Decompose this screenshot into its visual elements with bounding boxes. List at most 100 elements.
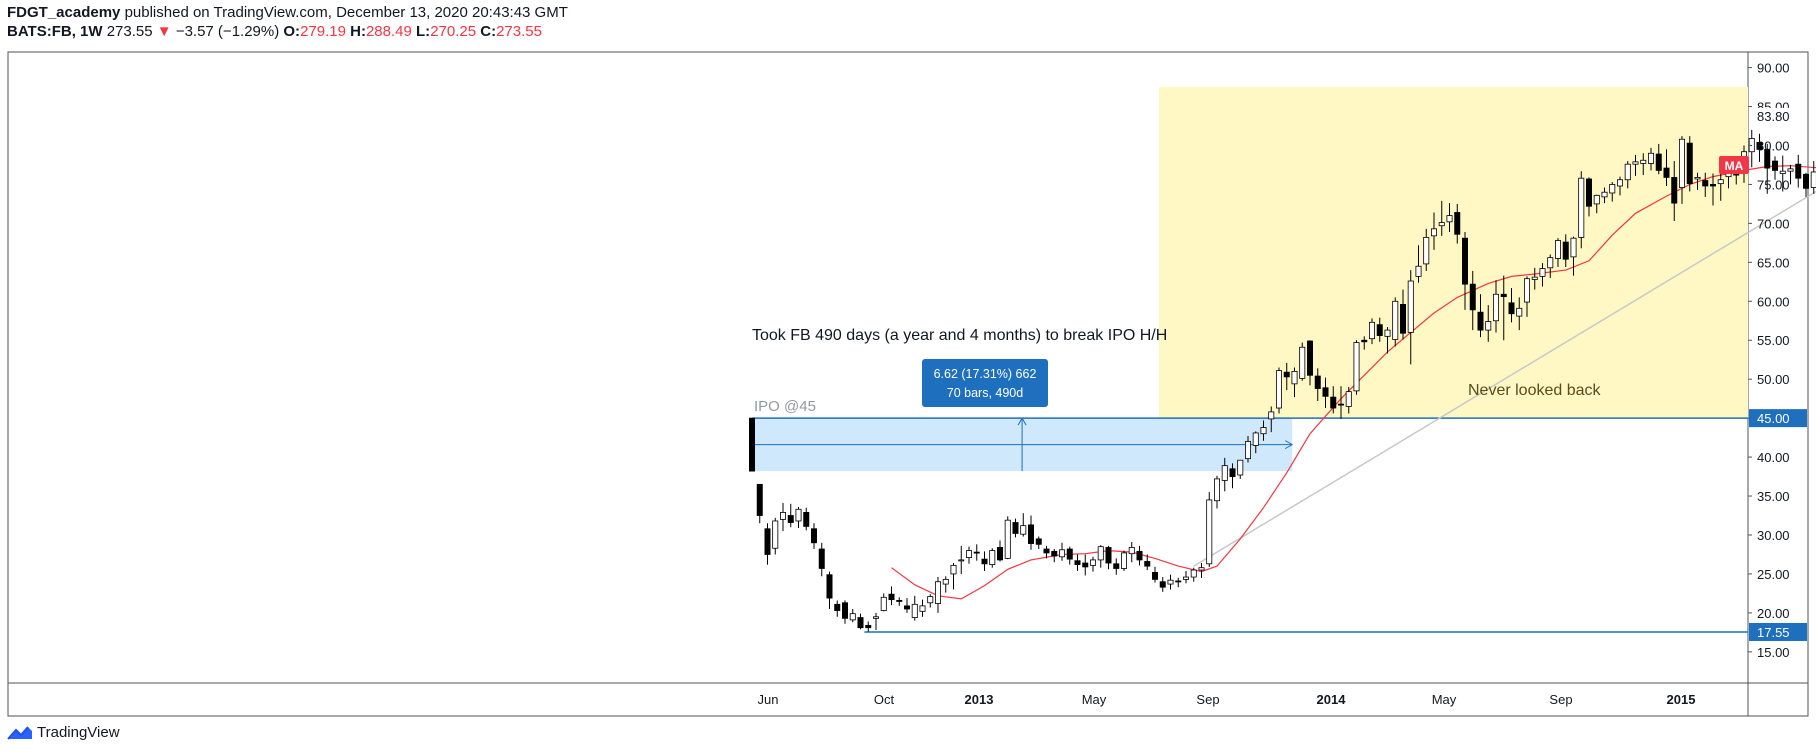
candle-up xyxy=(1167,579,1174,585)
high-label: H: xyxy=(350,23,366,40)
candle-up xyxy=(1423,237,1430,265)
candle-up xyxy=(1190,569,1197,578)
y-tick-label: 40.00 xyxy=(1757,450,1790,465)
measure-label-line2: 70 bars, 490d xyxy=(947,386,1023,400)
candle-up xyxy=(1121,552,1128,569)
down-arrow-icon: ▼ xyxy=(156,23,172,40)
arrow-right-icon xyxy=(1284,440,1294,450)
y-tick-label: 60.00 xyxy=(1757,294,1790,309)
candle-up xyxy=(1415,265,1422,277)
candle-down xyxy=(764,528,771,555)
x-tick-label: Sep xyxy=(1196,692,1219,707)
close-value: 273.55 xyxy=(496,23,542,40)
symbol-legend: BATS:FB, 1W 273.55 ▼ −3.57 (−1.29%) O:27… xyxy=(7,23,542,41)
candle-up xyxy=(1384,329,1391,337)
candle-up xyxy=(1624,163,1631,181)
candle-up xyxy=(942,578,949,585)
annotation-ipo: IPO @45 xyxy=(754,398,816,415)
price-label-bg xyxy=(1749,622,1807,641)
candle-down xyxy=(1330,396,1337,409)
candle-up xyxy=(795,508,802,522)
candle-up xyxy=(1198,567,1205,571)
x-tick-label: Jun xyxy=(758,692,779,707)
candle-down xyxy=(865,624,872,629)
candle-up xyxy=(1717,179,1724,185)
candle-down xyxy=(1035,538,1042,545)
y-tick-label: 80.00 xyxy=(1757,138,1790,153)
candle-up xyxy=(1493,293,1500,322)
candle-up xyxy=(1632,161,1639,165)
candle-down xyxy=(857,617,864,629)
candle-down xyxy=(811,528,818,544)
candle-down xyxy=(1175,580,1182,583)
candle-up xyxy=(1648,152,1655,164)
candle-down xyxy=(1082,562,1089,568)
tradingview-brand[interactable]: TradingView xyxy=(7,724,120,741)
candle-down xyxy=(1338,403,1345,406)
candle-up xyxy=(1299,346,1306,379)
author-name[interactable]: FDGT_academy xyxy=(7,4,121,21)
candle-down xyxy=(1686,142,1693,185)
x-tick-label: 2015 xyxy=(1667,692,1696,707)
candle-up xyxy=(1090,559,1097,566)
candle-down xyxy=(973,551,980,554)
candle-down xyxy=(749,417,756,472)
candle-up xyxy=(1810,171,1816,188)
candle-up xyxy=(1679,138,1686,188)
candle-up xyxy=(873,616,880,619)
candle-up xyxy=(1206,499,1213,565)
candle-up xyxy=(966,550,973,558)
high-value: 288.49 xyxy=(365,23,412,40)
candle-up xyxy=(1787,168,1794,172)
x-tick-label: Oct xyxy=(874,692,895,707)
candle-up xyxy=(1276,370,1283,409)
candle-up xyxy=(927,596,934,604)
candle-down xyxy=(904,605,911,610)
candle-up xyxy=(1609,184,1616,194)
x-tick-label: May xyxy=(1432,692,1457,707)
candle-up xyxy=(1593,194,1600,205)
candle-up xyxy=(1617,179,1624,187)
candle-down xyxy=(1663,167,1670,178)
price-label: 83.80 xyxy=(1757,109,1790,124)
ma-badge xyxy=(1719,155,1749,174)
candle-up xyxy=(1485,321,1492,331)
low-value: 270.25 xyxy=(430,23,477,40)
price-label: 17.55 xyxy=(1757,625,1790,640)
candle-down xyxy=(1229,468,1236,477)
annotation-main: Took FB 490 days (a year and 4 months) t… xyxy=(752,327,1167,344)
candle-down xyxy=(1702,180,1709,187)
candle-down xyxy=(787,515,794,523)
candle-up xyxy=(1438,222,1445,227)
candle-up xyxy=(950,564,957,575)
candle-down xyxy=(1028,524,1035,544)
candle-up xyxy=(1128,547,1135,555)
candle-up xyxy=(1214,478,1221,502)
candle-up xyxy=(1547,257,1554,269)
candle-down xyxy=(1462,237,1469,285)
candle-up xyxy=(1237,459,1244,476)
candle-up xyxy=(1407,280,1414,333)
candle-down xyxy=(1795,163,1802,179)
candle-up xyxy=(1004,519,1011,559)
y-tick-label: 55.00 xyxy=(1757,333,1790,348)
candle-down xyxy=(1400,303,1407,334)
candle-up xyxy=(1221,465,1228,481)
candle-up xyxy=(1268,411,1275,420)
candle-up xyxy=(919,605,926,612)
measure-label-line1: 6.62 (17.31%) 662 xyxy=(934,367,1037,381)
close-label: C: xyxy=(480,23,497,40)
x-tick-label: May xyxy=(1082,692,1107,707)
candle-down xyxy=(1756,141,1763,150)
candle-up xyxy=(1531,276,1538,280)
annotation-never: Never looked back xyxy=(1468,382,1602,399)
candle-up xyxy=(1252,432,1259,446)
candle-down xyxy=(981,558,988,565)
candle-up xyxy=(1059,549,1066,558)
candle-up xyxy=(1640,159,1647,164)
candle-down xyxy=(1012,522,1019,534)
candle-down xyxy=(888,593,895,601)
brand-label: TradingView xyxy=(37,724,120,741)
candle-down xyxy=(1322,387,1329,397)
